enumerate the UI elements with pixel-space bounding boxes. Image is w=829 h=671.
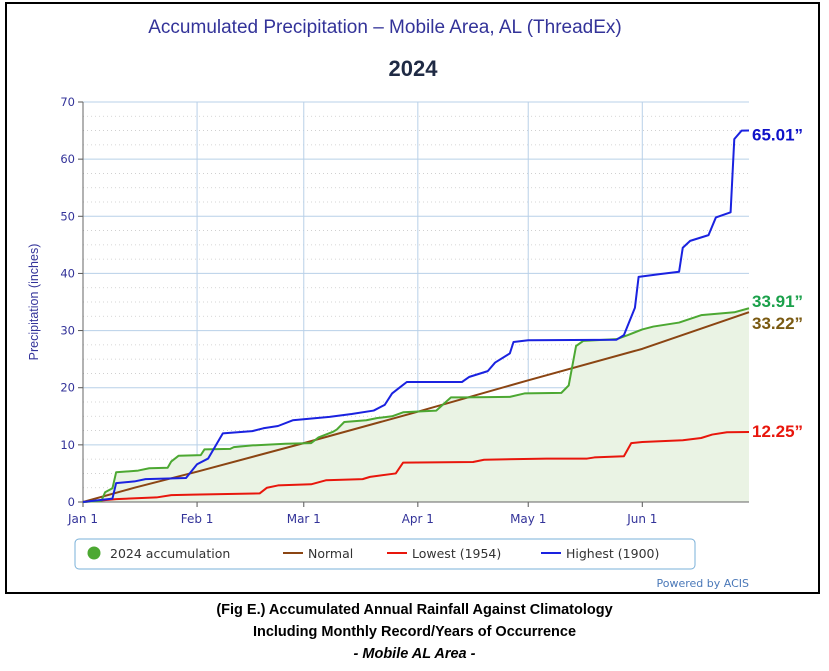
x-tick-label: Feb 1 (181, 512, 214, 526)
x-tick-label: Mar 1 (287, 512, 321, 526)
x-tick-label: Apr 1 (402, 512, 434, 526)
x-tick-label: Jan 1 (67, 512, 98, 526)
legend-label-highest: Highest (1900) (566, 546, 659, 561)
plot-area: 0 10 20 30 40 50 60 70 Jan 1 Feb 1 Mar 1 Apr 1 May 1… (60, 95, 803, 526)
y-tick-label: 30 (60, 324, 75, 338)
series-line-normal (82, 311, 750, 503)
chart-subtitle: 2024 (389, 56, 439, 81)
end-label-lowest: 12.25” (752, 422, 803, 441)
series-line-highest (82, 129, 750, 503)
end-label-highest: 65.01” (752, 126, 803, 145)
chart: Accumulated Precipitation – Mobile Area,… (27, 17, 803, 590)
y-tick-label: 40 (60, 266, 75, 280)
y-tick-label: 10 (60, 438, 75, 452)
legend-label-accum: 2024 accumulation (110, 546, 230, 561)
legend-marker-accum (87, 546, 101, 560)
end-label-normal: 33.22” (752, 314, 803, 333)
chart-title: Accumulated Precipitation – Mobile Area,… (148, 17, 621, 38)
caption-line-1: (Fig E.) Accumulated Annual Rainfall Aga… (216, 602, 613, 618)
caption-line-3: - Mobile AL Area - (353, 646, 476, 662)
y-tick-label: 0 (68, 495, 75, 509)
x-tick-label: May 1 (510, 512, 546, 526)
y-tick-label: 60 (60, 152, 75, 166)
y-tick-label: 70 (60, 95, 75, 109)
legend-box (74, 538, 696, 570)
y-axis-label: Precipitation (inches) (27, 244, 41, 361)
y-tick-label: 20 (60, 381, 75, 395)
y-tick-label: 50 (60, 209, 75, 223)
caption-line-2: Including Monthly Record/Years of Occurr… (252, 624, 577, 640)
legend-label-lowest: Lowest (1954) (412, 546, 501, 561)
series-line-lowest (82, 431, 750, 503)
legend-label-normal: Normal (308, 546, 353, 561)
legend: 2024 accumulation Normal Lowest (1954) High… (74, 538, 696, 570)
accumulation-area (83, 308, 749, 502)
x-tick-label: Jun 1 (626, 512, 657, 526)
credit-text: Powered by ACIS (657, 577, 750, 590)
end-label-accum: 33.91” (752, 292, 803, 311)
